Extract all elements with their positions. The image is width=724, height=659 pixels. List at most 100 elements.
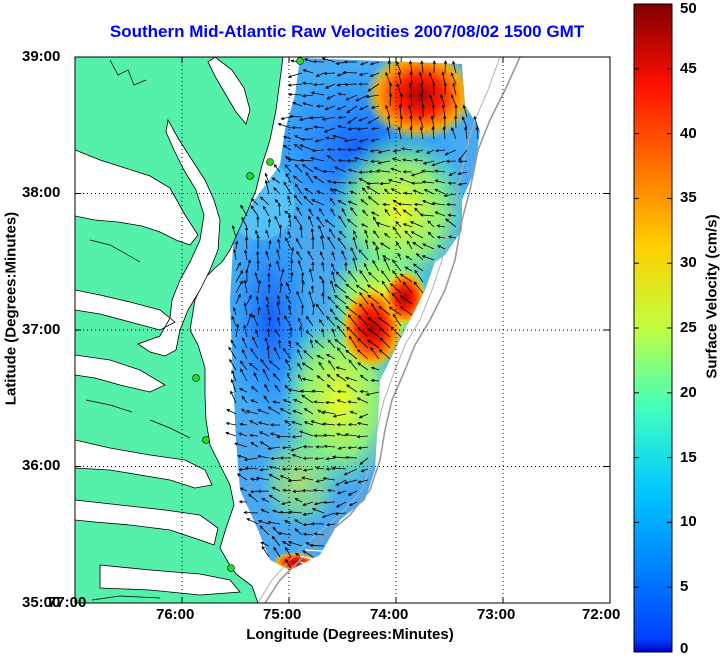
velocity-vector — [271, 535, 281, 547]
x-tick-label: 73:00 — [477, 606, 516, 623]
velocity-vector — [324, 105, 336, 111]
colorbar-tick-label: 25 — [680, 319, 697, 336]
velocity-vector — [303, 421, 314, 426]
velocity-vector — [357, 446, 369, 450]
velocity-vector — [282, 135, 292, 140]
velocity-vector — [301, 94, 314, 98]
velocity-vector — [276, 301, 281, 316]
velocity-vector — [370, 366, 380, 371]
velocity-vector — [381, 280, 391, 294]
colorbar — [633, 3, 673, 653]
velocity-vector — [355, 94, 369, 102]
velocity-vector — [308, 215, 314, 228]
velocity-vector — [326, 522, 336, 527]
velocity-vector — [421, 255, 435, 261]
velocity-vector — [230, 378, 237, 393]
velocity-vector — [299, 430, 314, 437]
velocity-vector — [282, 347, 292, 360]
velocity-vector — [450, 94, 457, 107]
velocity-vector — [321, 512, 336, 518]
y-tick-label: 36:00 — [22, 457, 61, 474]
velocity-vector — [294, 183, 303, 195]
velocity-vector — [427, 231, 435, 239]
velocity-vector — [323, 71, 336, 76]
velocity-vector — [367, 316, 380, 327]
velocity-vector — [279, 282, 283, 294]
velocity-vector — [321, 261, 325, 272]
velocity-vector — [244, 466, 259, 470]
velocity-vector — [263, 395, 270, 404]
velocity-vector — [336, 147, 347, 152]
velocity-vector — [355, 284, 369, 294]
velocity-vector — [302, 522, 314, 527]
velocity-vector — [257, 519, 270, 525]
y-axis-label: Latitude (Degrees:Minutes) — [2, 211, 20, 406]
velocity-vector — [324, 400, 336, 405]
velocity-vector — [301, 489, 314, 493]
velocity-vector — [252, 314, 259, 327]
velocity-vector — [393, 206, 402, 217]
velocity-vector — [331, 466, 347, 470]
velocity-vector — [366, 181, 380, 186]
velocity-vector — [309, 116, 325, 120]
velocity-vector — [264, 172, 270, 184]
velocity-vector — [326, 147, 336, 152]
velocity-vector — [302, 456, 314, 460]
velocity-vector — [303, 408, 314, 415]
velocity-vector — [454, 104, 458, 117]
velocity-vector — [233, 248, 237, 261]
velocity-vector — [231, 315, 237, 327]
velocity-vector — [290, 271, 294, 283]
velocity-vector — [284, 558, 292, 569]
velocity-vector — [419, 93, 424, 107]
axis-ticks — [75, 57, 610, 603]
velocity-vector — [305, 315, 314, 327]
velocity-vector — [464, 126, 468, 140]
velocity-vector — [399, 295, 413, 305]
velocity-vector — [447, 181, 457, 185]
velocity-vector — [400, 57, 402, 63]
velocity-vector — [369, 149, 380, 153]
velocity-vector — [337, 92, 347, 96]
chesapeake-bay — [75, 118, 221, 393]
velocity-vector — [297, 348, 303, 360]
velocity-vector — [253, 372, 259, 382]
velocity-vector — [454, 115, 458, 129]
velocity-vector — [318, 224, 325, 239]
radar-station-marker — [266, 158, 274, 166]
velocity-vector — [421, 169, 435, 173]
velocity-vector — [250, 205, 259, 217]
velocity-vector — [343, 468, 358, 476]
velocity-vector — [419, 126, 424, 140]
velocity-vector — [291, 101, 303, 107]
velocity-vector — [358, 413, 369, 419]
velocity-vector — [285, 173, 292, 184]
velocity-vector — [315, 303, 325, 316]
velocity-vector — [367, 327, 380, 338]
velocity-vector — [402, 223, 413, 228]
y-tick-label: 35:00 — [22, 594, 61, 611]
velocity-vector — [294, 528, 303, 536]
velocity-vector — [418, 115, 424, 129]
velocity-vector — [235, 269, 244, 283]
velocity-vector — [337, 158, 347, 163]
velocity-vector — [257, 454, 270, 459]
velocity-vector — [375, 246, 380, 261]
velocity-vector — [337, 199, 347, 206]
x-tick-label: 77:00 — [48, 594, 87, 611]
velocity-vector — [379, 337, 391, 349]
velocity-vector — [237, 454, 248, 459]
velocity-vector — [357, 315, 369, 327]
velocity-vector — [442, 126, 446, 140]
velocity-vector — [310, 156, 325, 162]
velocity-vector — [419, 71, 424, 85]
velocity-vector — [269, 423, 281, 427]
velocity-vector — [335, 304, 347, 316]
velocity-vector — [378, 327, 391, 338]
velocity-vector — [300, 271, 305, 283]
velocity-vector — [402, 209, 413, 217]
velocity-vector — [384, 232, 391, 239]
map-title: Southern Mid-Atlantic Raw Velocities 200… — [109, 22, 585, 41]
velocity-vector — [318, 361, 325, 371]
velocity-vector — [444, 149, 457, 156]
